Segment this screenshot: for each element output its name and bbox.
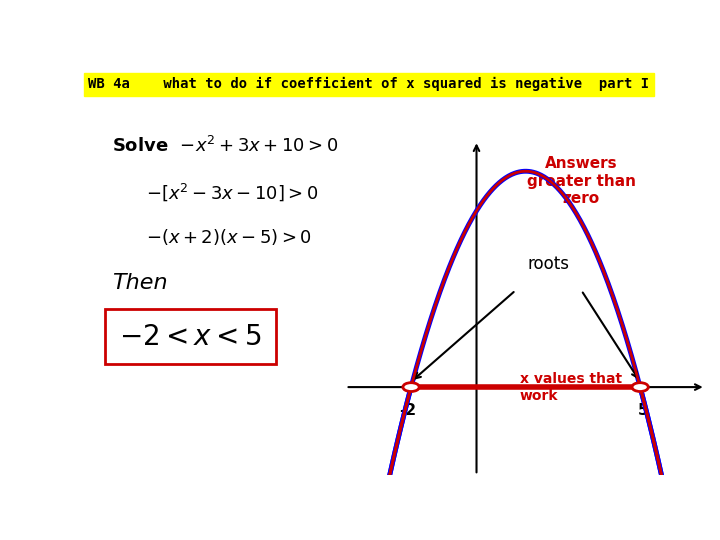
Text: $-2 < x < 5$: $-2 < x < 5$ [119, 322, 262, 350]
Text: Then: Then [112, 273, 168, 293]
Text: roots: roots [528, 254, 570, 273]
Text: 5: 5 [638, 403, 649, 418]
Text: $-[x^2 - 3x - 10]  > 0$: $-[x^2 - 3x - 10] > 0$ [145, 181, 318, 203]
Text: WB 4a    what to do if coefficient of x squared is negative  part I: WB 4a what to do if coefficient of x squ… [89, 77, 649, 91]
Text: $-(x+2)(x-5) > 0$: $-(x+2)(x-5) > 0$ [145, 227, 312, 247]
Text: Solve  $-x^2 + 3x + 10 > 0$: Solve $-x^2 + 3x + 10 > 0$ [112, 136, 338, 156]
Circle shape [632, 383, 648, 391]
Text: Answers
greater than
zero: Answers greater than zero [526, 156, 636, 206]
Text: x values that
work: x values that work [520, 373, 622, 403]
Text: -2: -2 [399, 403, 416, 418]
Circle shape [403, 383, 419, 391]
